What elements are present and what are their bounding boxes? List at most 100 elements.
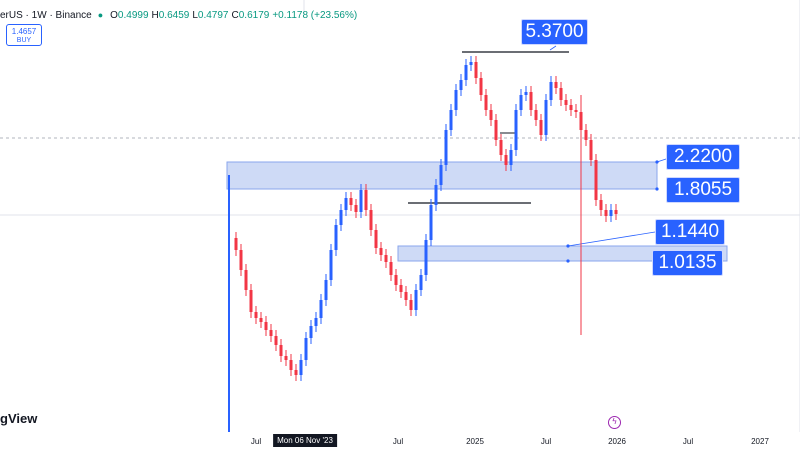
open-value: 0.4999 [117,9,149,21]
candle-body [604,210,608,216]
open-key: O [110,9,118,21]
candle-body [574,110,578,112]
candle-body [524,92,528,95]
buy-button[interactable]: 1.4657 BUY [6,24,42,46]
anchor-dot [655,160,659,164]
candle-body [494,120,498,140]
candle-body [564,100,568,105]
candle-body [489,110,493,120]
candle-body [509,150,513,165]
event-bolt-icon[interactable]: ϟ [608,416,621,429]
candle-body [599,200,603,210]
candle-body [234,238,238,250]
candle-body [329,250,333,280]
candle-body [389,262,393,275]
candle-body [484,95,488,110]
candle-body [284,356,288,360]
candle-body [354,205,358,212]
candle-body [589,140,593,160]
candle-body [549,82,553,100]
candle-body [439,165,443,185]
candle-body [334,225,338,250]
anchor-dot [655,187,659,191]
x-tick: 2027 [751,437,769,446]
candle-body [319,300,323,318]
close-value: 0.6179 [238,9,270,21]
candle-body [534,110,538,120]
candle-body [464,65,468,80]
crosshair-date-label: Mon 06 Nov '23 [273,434,337,447]
x-tick: Jul [540,437,552,446]
x-tick: 2025 [466,437,484,446]
status-dot-icon: ● [97,10,104,20]
candle-body [294,370,298,375]
candle-body [369,210,373,230]
candle-body [529,92,533,110]
price-label-top[interactable]: 5.3700 [521,19,588,45]
candle-body [289,360,293,370]
candle-body [454,90,458,110]
anchor-dot [566,244,570,248]
candle-body [349,198,353,205]
candle-body [459,80,463,90]
candle-body [474,62,478,78]
x-tick: Jul [250,437,262,446]
candle-body [309,326,313,338]
candle-body [264,322,268,330]
candle-body [449,110,453,130]
candle-body [569,105,573,110]
candle-body [429,205,433,240]
candle-body [519,95,523,110]
time-axis[interactable]: Jul Mon 06 Nov '23 Jul 2025 Jul 2026 Jul… [0,432,800,450]
candle-body [249,290,253,312]
candle-body [274,336,278,345]
low-value: 0.4797 [197,9,229,21]
candle-body [384,255,388,262]
buy-price: 1.4657 [11,27,37,36]
candle-body [414,290,418,310]
candle-body [544,100,548,135]
x-tick: Jul [392,437,404,446]
candle-body [594,160,598,200]
candle-body [539,120,543,135]
candle-body [259,318,263,322]
tradingview-watermark: gView [0,411,38,426]
candle-body [444,130,448,165]
candle-body [479,78,483,95]
candle-body [609,210,613,216]
x-tick: Jul [682,437,694,446]
candle-body [239,250,243,270]
candle-body [359,190,363,212]
candle-body [434,185,438,205]
price-label-upper-zone-top[interactable]: 2.2200 [666,144,740,170]
candle-body [394,275,398,285]
candle-body [514,110,518,150]
candle-body [339,210,343,225]
candle-body [554,82,558,88]
candle-body [254,312,258,318]
candle-body [364,190,368,210]
price-label-upper-zone-bottom[interactable]: 1.8055 [666,177,740,203]
price-label-lower-zone-top[interactable]: 1.1440 [655,219,725,245]
candle-body [559,88,563,100]
change-value: +0.1178 (+23.56%) [272,9,358,21]
symbol-title[interactable]: erUS · 1W · Binance [0,9,92,21]
candle-body [279,345,283,356]
candle-body [419,275,423,290]
candle-body [344,198,348,210]
candle-body [499,140,503,155]
connector-lower [567,231,656,247]
connector-top [549,45,557,51]
candle-body [299,360,303,375]
candle-body [409,300,413,310]
candle-body [614,210,618,214]
high-key: H [151,9,159,21]
price-label-lower-zone-bottom[interactable]: 1.0135 [652,250,723,276]
anchor-dot [566,259,570,263]
candle-body [399,285,403,292]
candle-body [379,248,383,255]
candle-body [314,318,318,326]
low-key: L [192,9,198,21]
candles-group [234,56,618,381]
